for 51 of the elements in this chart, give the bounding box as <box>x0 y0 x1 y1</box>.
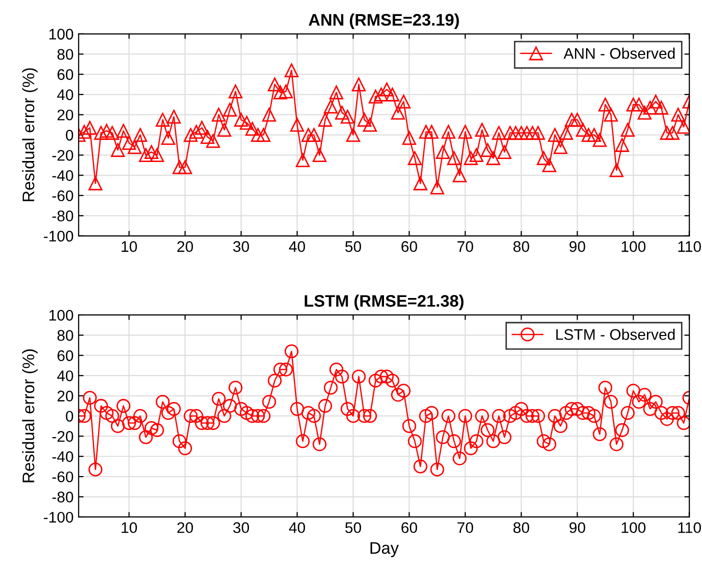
x-tick-label: 80 <box>513 522 530 534</box>
chart-title: ANN (RMSE=23.19) <box>308 13 459 30</box>
x-tick-label: 80 <box>513 241 530 252</box>
y-tick-label: -80 <box>52 210 74 222</box>
x-tick-label: 110 <box>678 522 701 534</box>
y-tick-label: -40 <box>52 170 74 181</box>
y-axis-title: Residual error (%) <box>22 349 38 482</box>
x-tick-label: 60 <box>401 522 418 534</box>
x-tick-label: 30 <box>233 522 250 534</box>
x-tick-label: 100 <box>622 241 646 252</box>
x-tick-label: 40 <box>289 241 306 252</box>
legend-label: ANN - Observed <box>564 48 675 59</box>
y-tick-label: -100 <box>44 512 74 523</box>
y-tick-label: 40 <box>57 89 74 100</box>
y-tick-label: 60 <box>58 350 74 362</box>
y-tick-label: 60 <box>58 69 74 80</box>
y-tick-label: 20 <box>58 390 74 402</box>
x-tick-label: 10 <box>122 241 137 252</box>
x-tick-label: 20 <box>177 241 193 252</box>
x-tick-label: 60 <box>401 241 418 252</box>
y-axis-title: Residual error (%) <box>22 68 38 202</box>
y-tick-label: 0 <box>66 130 74 141</box>
y-tick-label: -20 <box>52 150 74 161</box>
x-tick-label: 50 <box>345 522 362 534</box>
y-tick-label: -100 <box>44 230 74 242</box>
x-axis-title: Day <box>370 542 399 558</box>
legend-label: LSTM - Observed <box>556 328 675 340</box>
y-tick-label: 20 <box>58 110 74 120</box>
y-tick-label: -60 <box>52 190 74 202</box>
y-tick-label: 100 <box>49 28 74 40</box>
x-tick-label: 10 <box>122 522 137 534</box>
y-tick-label: -60 <box>52 471 74 482</box>
y-tick-label: 80 <box>57 48 74 60</box>
x-tick-label: 70 <box>458 522 474 534</box>
x-tick-label: 90 <box>570 522 586 534</box>
y-tick-label: 80 <box>57 330 74 341</box>
chart-title: LSTM (RMSE=21.38) <box>304 294 464 310</box>
x-tick-label: 90 <box>570 241 586 252</box>
y-tick-label: -40 <box>52 451 74 462</box>
y-tick-label: -80 <box>52 492 74 502</box>
y-tick-label: 0 <box>66 410 74 422</box>
x-tick-label: 110 <box>678 241 701 252</box>
x-tick-label: 20 <box>177 522 193 534</box>
x-tick-label: 40 <box>289 522 306 534</box>
y-tick-label: 100 <box>49 310 74 321</box>
y-tick-label: -20 <box>52 431 74 442</box>
x-tick-label: 70 <box>458 241 474 252</box>
x-tick-label: 100 <box>622 522 646 534</box>
x-tick-label: 30 <box>233 241 250 252</box>
y-tick-label: 40 <box>57 370 74 382</box>
x-tick-label: 50 <box>345 241 362 252</box>
